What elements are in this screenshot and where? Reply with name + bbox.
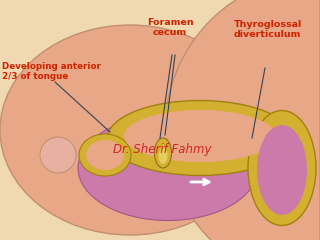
Ellipse shape bbox=[78, 115, 258, 221]
Ellipse shape bbox=[155, 138, 172, 168]
Text: Thyroglossal
diverticulum: Thyroglossal diverticulum bbox=[234, 20, 302, 39]
Ellipse shape bbox=[248, 110, 316, 226]
Ellipse shape bbox=[0, 25, 260, 235]
Ellipse shape bbox=[79, 134, 131, 176]
Text: Dr. Sherif Fahmy: Dr. Sherif Fahmy bbox=[113, 144, 211, 156]
Wedge shape bbox=[165, 0, 320, 240]
Ellipse shape bbox=[257, 125, 307, 215]
Ellipse shape bbox=[86, 140, 124, 170]
Ellipse shape bbox=[40, 137, 76, 173]
Text: Foramen
cecum: Foramen cecum bbox=[147, 18, 193, 37]
Text: Developing anterior
2/3 of tongue: Developing anterior 2/3 of tongue bbox=[2, 62, 101, 81]
Ellipse shape bbox=[108, 101, 292, 175]
Ellipse shape bbox=[124, 110, 276, 162]
Ellipse shape bbox=[158, 148, 167, 164]
